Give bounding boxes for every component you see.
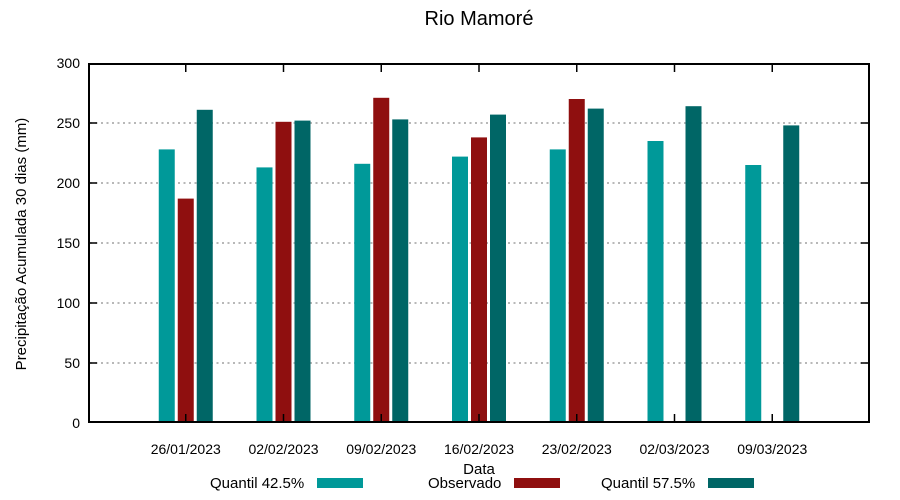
bar xyxy=(549,149,566,423)
x-tick-label: 09/02/2023 xyxy=(346,441,417,457)
plot-frame xyxy=(88,63,870,423)
legend: Quantil 42.5% Observado Quantil 57.5% xyxy=(0,473,900,493)
x-tick-label: 02/02/2023 xyxy=(248,441,319,457)
x-tick-label: 23/02/2023 xyxy=(541,441,612,457)
legend-swatch xyxy=(317,478,364,488)
legend-item: Observado xyxy=(428,473,561,493)
bar xyxy=(373,97,390,424)
y-tick-label: 100 xyxy=(56,295,80,311)
bar xyxy=(783,125,800,424)
bar xyxy=(158,149,175,423)
bar xyxy=(471,137,487,423)
chart-title: Rio Mamoré xyxy=(424,8,534,30)
chart-canvas xyxy=(88,62,870,424)
y-tick-label: 300 xyxy=(56,55,80,71)
y-tick-label: 200 xyxy=(56,175,80,191)
bar xyxy=(354,163,371,424)
y-tick-label: 150 xyxy=(56,235,80,251)
y-tick-label: 50 xyxy=(64,355,80,371)
legend-swatch xyxy=(514,478,561,488)
bar xyxy=(745,165,762,423)
y-tick-label: 250 xyxy=(56,115,80,131)
bar xyxy=(177,198,194,423)
legend-item: Quantil 57.5% xyxy=(601,473,755,493)
bar xyxy=(196,109,213,424)
legend-swatch xyxy=(708,478,755,488)
bar xyxy=(294,120,311,423)
legend-label: Quantil 57.5% xyxy=(601,474,696,492)
x-axis-title: Data xyxy=(463,461,495,478)
bar xyxy=(392,119,409,424)
bar xyxy=(275,121,292,424)
bar xyxy=(490,114,506,423)
x-tick-label: 09/03/2023 xyxy=(737,441,808,457)
x-tick-label: 02/03/2023 xyxy=(639,441,710,457)
legend-label: Quantil 42.5% xyxy=(210,474,305,492)
legend-item: Quantil 42.5% xyxy=(210,473,364,493)
legend-label: Observado xyxy=(428,474,502,492)
x-tick-label: 16/02/2023 xyxy=(443,441,515,457)
bar xyxy=(685,106,702,423)
bar xyxy=(452,156,468,423)
x-tick-label: 26/01/2023 xyxy=(150,441,221,457)
plot-area xyxy=(88,62,870,424)
bar xyxy=(256,167,273,423)
bar xyxy=(568,99,585,423)
bar xyxy=(647,141,664,423)
bar xyxy=(587,108,604,423)
y-tick-label: 0 xyxy=(72,415,80,431)
